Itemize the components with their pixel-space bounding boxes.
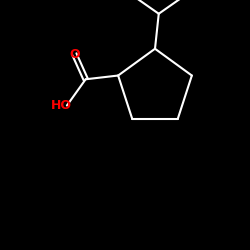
Text: O: O — [69, 48, 80, 61]
Text: HO: HO — [51, 99, 72, 112]
